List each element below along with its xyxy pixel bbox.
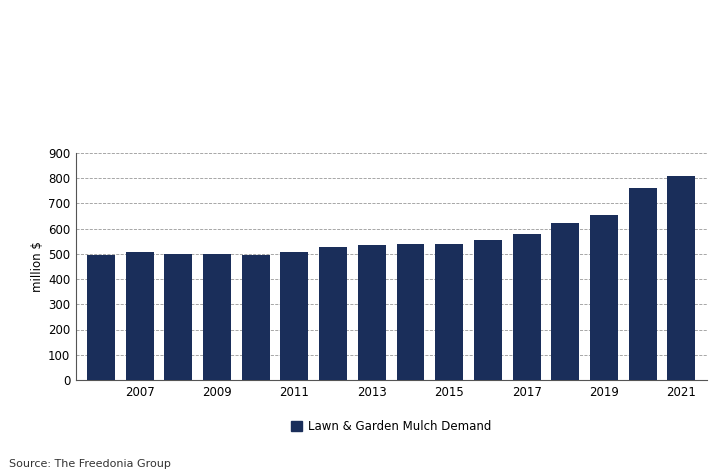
Bar <box>87 255 115 380</box>
Bar <box>125 252 154 380</box>
Bar <box>203 254 231 380</box>
Bar <box>397 245 425 380</box>
Text: Lawn & Garden Mulch Demand,: Lawn & Garden Mulch Demand, <box>9 38 229 50</box>
Bar <box>435 244 463 380</box>
Bar <box>280 253 309 380</box>
Bar <box>319 247 347 380</box>
Text: Figure 3-1.: Figure 3-1. <box>9 13 85 26</box>
Bar <box>552 223 579 380</box>
Bar <box>629 188 657 380</box>
Bar <box>242 255 270 380</box>
Text: Freedonia: Freedonia <box>637 127 697 140</box>
Bar <box>164 254 193 380</box>
Text: (million dollars): (million dollars) <box>9 89 119 102</box>
Bar <box>590 215 618 380</box>
Y-axis label: million $: million $ <box>31 241 44 292</box>
Text: Source: The Freedonia Group: Source: The Freedonia Group <box>9 459 171 469</box>
Bar <box>513 234 541 380</box>
Bar <box>358 245 386 380</box>
Legend: Lawn & Garden Mulch Demand: Lawn & Garden Mulch Demand <box>286 416 496 438</box>
Bar <box>668 176 695 380</box>
Text: 2006 – 2021: 2006 – 2021 <box>9 63 94 76</box>
Bar <box>474 240 502 380</box>
